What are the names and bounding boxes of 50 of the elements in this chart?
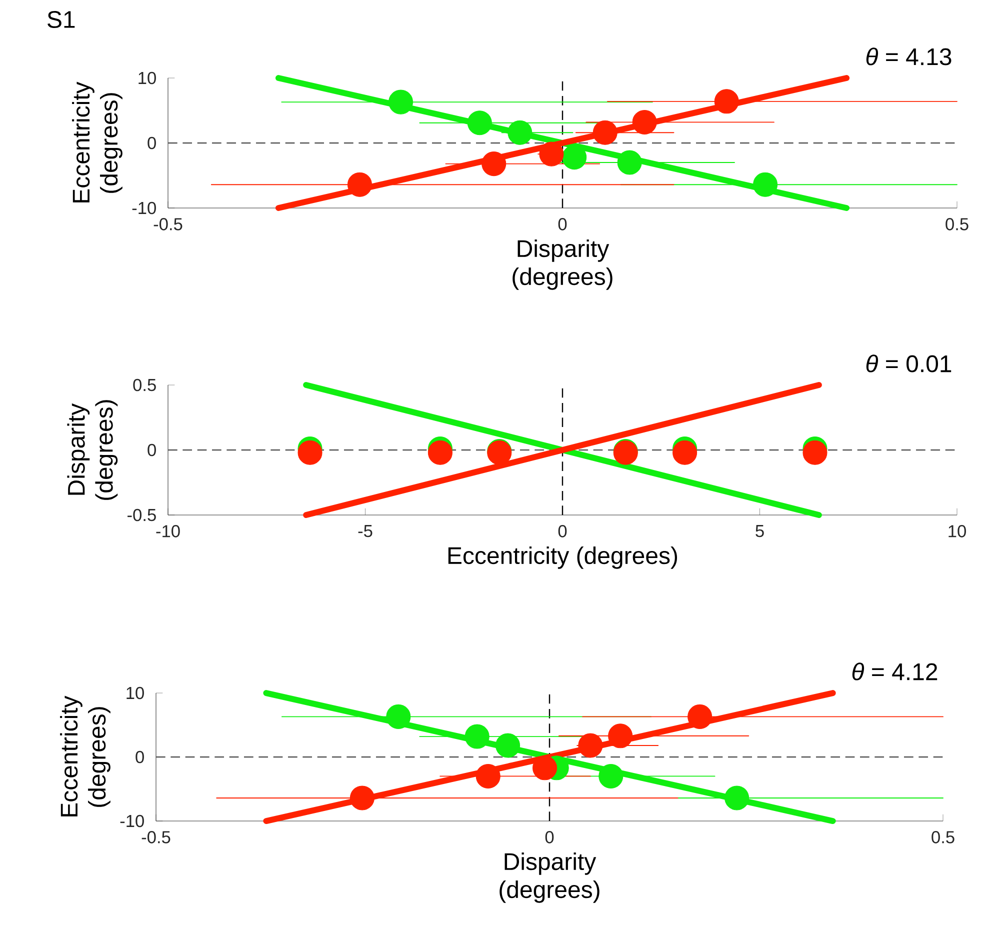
- point: [476, 764, 500, 788]
- point: [508, 120, 532, 145]
- point: [532, 756, 558, 780]
- y-tick-label: 10: [126, 686, 144, 700]
- point: [632, 110, 657, 134]
- point: [482, 152, 506, 176]
- point: [753, 172, 778, 197]
- point: [562, 145, 587, 170]
- point: [617, 150, 642, 175]
- text: S1: [48, 10, 75, 28]
- y-tick-label: 0: [148, 444, 156, 456]
- point: [350, 786, 374, 810]
- point: [347, 172, 372, 197]
- point: [598, 764, 624, 788]
- x-tick-label: 0: [545, 831, 554, 844]
- y-axis-title: Eccentricity (degrees): [60, 696, 110, 816]
- x-tick-label: -10: [156, 525, 180, 538]
- x-tick-label: 0.5: [932, 831, 954, 844]
- x-tick-label: 0.5: [946, 218, 968, 230]
- point: [608, 724, 633, 748]
- y-tick-label: -10: [132, 202, 156, 214]
- y-tick-label: 0.5: [133, 378, 156, 392]
- x-axis-title: Disparity (degrees): [500, 852, 600, 903]
- chart-title: θ = 4.12: [852, 662, 938, 680]
- x-axis-title: Disparity (degrees): [512, 239, 612, 290]
- x-axis-title: Eccentricity (degrees): [448, 546, 678, 569]
- point: [464, 724, 490, 749]
- y-tick-label: 0: [136, 750, 144, 764]
- y-axis-title: Disparity (degrees): [67, 400, 118, 500]
- chart-title: θ = 4.13: [866, 48, 952, 66]
- point: [467, 110, 492, 136]
- point: [388, 90, 414, 114]
- x-tick-label: 5: [756, 525, 764, 538]
- point: [539, 142, 564, 166]
- point: [688, 704, 712, 729]
- point: [592, 120, 618, 145]
- point: [714, 89, 739, 114]
- point: [496, 733, 520, 758]
- y-tick-label: 10: [138, 72, 156, 84]
- x-tick-label: 0: [558, 525, 567, 538]
- chart-title: θ = 0.01: [866, 354, 952, 372]
- y-tick-label: -0.5: [128, 508, 156, 522]
- x-tick-label: -5: [358, 525, 372, 538]
- y-axis-title: Eccentricity (degrees): [72, 82, 122, 202]
- point: [724, 786, 750, 810]
- y-tick-label: -10: [120, 814, 144, 828]
- y-tick-label: 0: [148, 136, 156, 150]
- x-tick-label: 10: [948, 525, 966, 538]
- point: [386, 704, 411, 729]
- x-tick-label: 0: [558, 218, 567, 230]
